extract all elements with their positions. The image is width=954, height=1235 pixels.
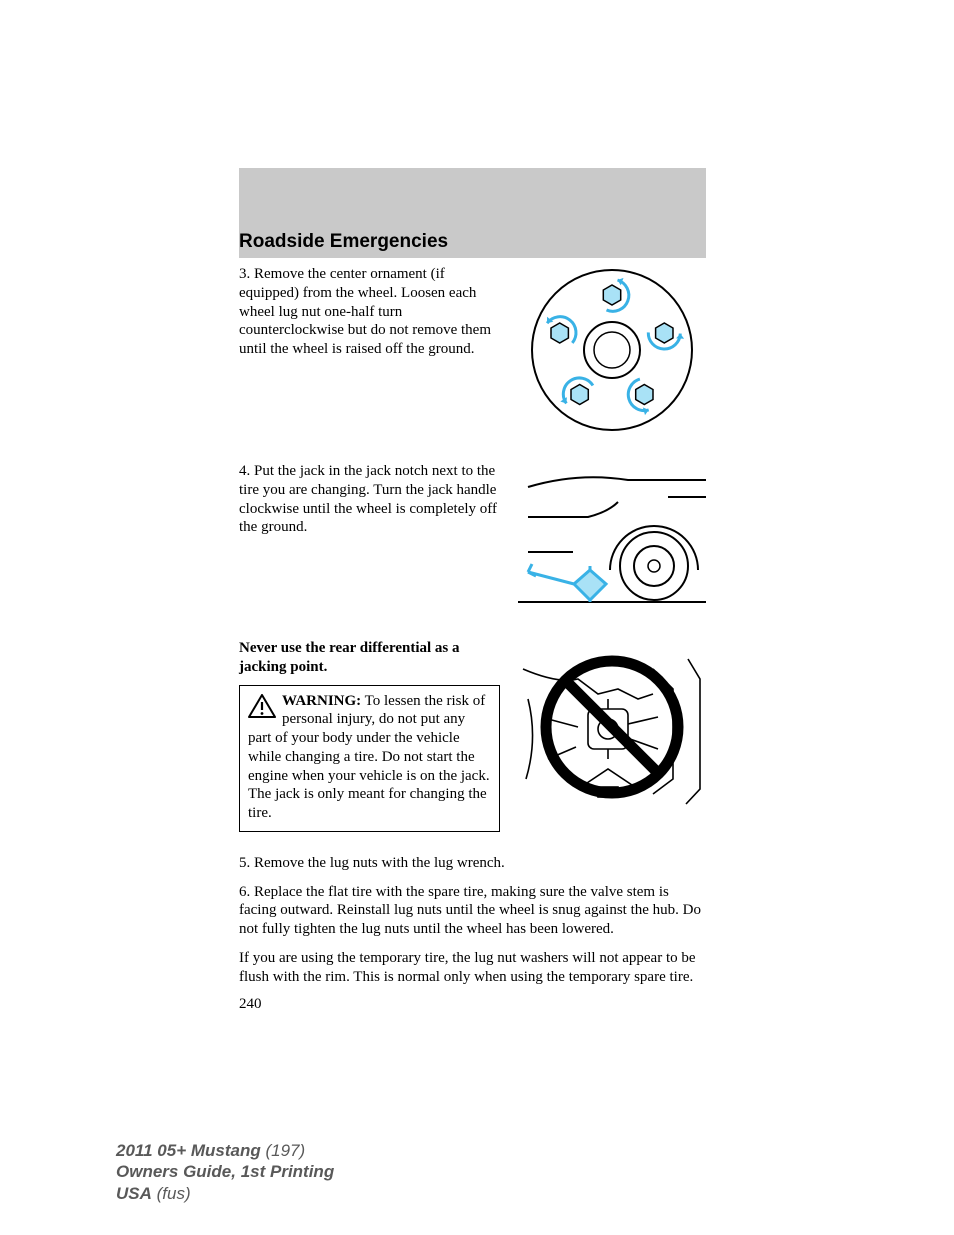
step-3-row: 3. Remove the center ornament (if equipp… [239,265,706,440]
prohibit-diagram [518,639,706,814]
warning-text: WARNING: To lessen the risk of personal … [248,693,490,822]
step-3-text: 3. Remove the center ornament (if equipp… [239,265,500,359]
footer: 2011 05+ Mustang (197) Owners Guide, 1st… [116,1140,334,1204]
warning-box: WARNING: To lessen the risk of personal … [239,685,500,832]
step-5-text: 5. Remove the lug nuts with the lug wren… [239,854,706,873]
warning-col: Never use the rear differential as a jac… [239,639,500,832]
section-title: Roadside Emergencies [239,231,448,253]
step-4-text: 4. Put the jack in the jack notch next t… [239,462,500,537]
step-6-text: 6. Replace the flat tire with the spare … [239,883,706,939]
lugnut-diagram [518,265,706,440]
warning-body: To lessen the risk of personal injury, d… [248,693,490,822]
warning-label: WARNING: [282,693,361,709]
footer-code: (197) [261,1141,305,1160]
jack-diagram [518,462,706,617]
step-4-row: 4. Put the jack in the jack notch next t… [239,462,706,617]
warning-icon [248,694,276,725]
warning-row: Never use the rear differential as a jac… [239,639,706,832]
page-content: 3. Remove the center ornament (if equipp… [239,265,706,1013]
temp-tire-note: If you are using the temporary tire, the… [239,949,706,987]
footer-suffix: (fus) [152,1184,191,1203]
footer-line-3: USA (fus) [116,1183,334,1204]
footer-line-1: 2011 05+ Mustang (197) [116,1140,334,1161]
footer-model: 2011 05+ Mustang [116,1141,261,1160]
bold-note: Never use the rear differential as a jac… [239,639,500,677]
footer-region: USA [116,1184,152,1203]
footer-line-2: Owners Guide, 1st Printing [116,1161,334,1182]
page-number: 240 [239,996,706,1013]
